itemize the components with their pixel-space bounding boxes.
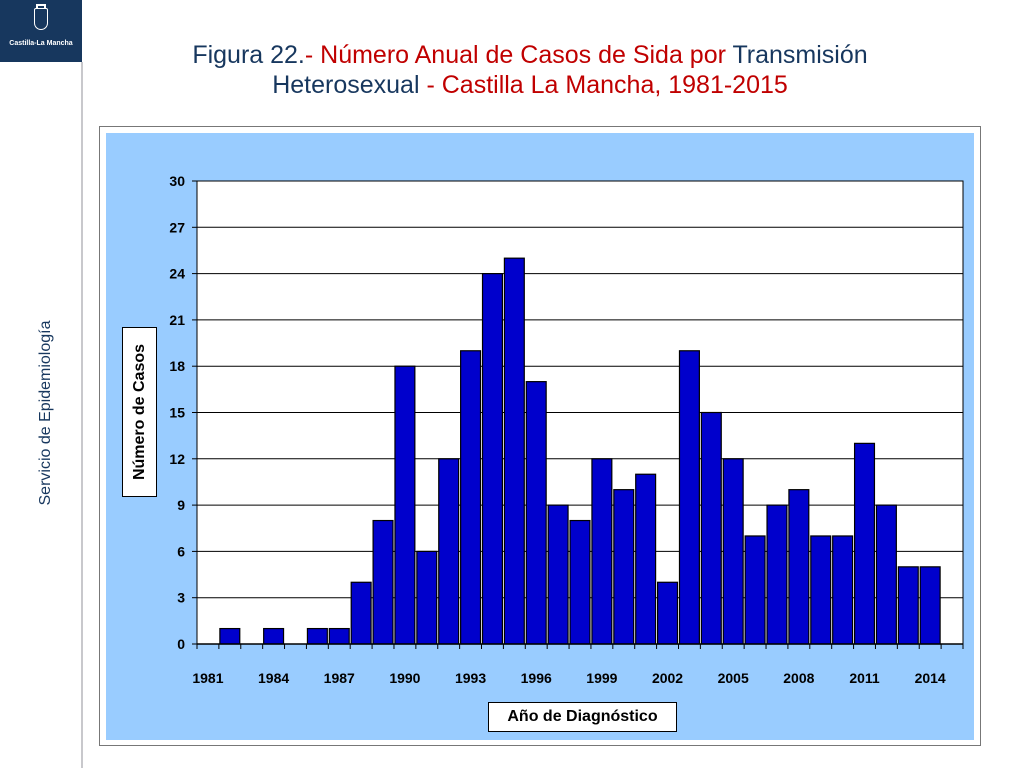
x-tick-label-1999: 1999: [586, 670, 617, 686]
x-tick-label-2005: 2005: [718, 670, 749, 686]
bar-1996: [526, 382, 546, 644]
bar-1986: [307, 629, 327, 644]
x-tick-label-1987: 1987: [324, 670, 355, 686]
bar-1992: [439, 459, 459, 644]
x-tick-label-1990: 1990: [389, 670, 420, 686]
y-tick-label: 27: [169, 219, 185, 235]
bar-1995: [504, 258, 524, 644]
bar-2000: [614, 490, 634, 644]
y-tick-label: 15: [169, 405, 185, 421]
bar-2003: [679, 351, 699, 644]
x-tick-label-1981: 1981: [192, 670, 223, 686]
y-tick-label: 18: [169, 358, 185, 374]
bar-2013: [898, 567, 918, 644]
y-tick-label: 12: [169, 451, 185, 467]
bar-1991: [417, 551, 437, 644]
bar-2008: [789, 490, 809, 644]
bar-1990: [395, 366, 415, 644]
y-tick-label: 6: [177, 543, 185, 559]
bar-1999: [592, 459, 612, 644]
bar-2014: [920, 567, 940, 644]
y-tick-label: 21: [169, 312, 185, 328]
x-tick-label-1993: 1993: [455, 670, 486, 686]
bar-2006: [745, 536, 765, 644]
bar-1982: [220, 629, 240, 644]
x-tick-label-2014: 2014: [915, 670, 946, 686]
y-axis-label: Número de Casos: [122, 327, 157, 497]
bar-2012: [876, 505, 896, 644]
y-tick-label: 9: [177, 497, 185, 513]
bar-2001: [636, 474, 656, 644]
bar-2011: [855, 443, 875, 644]
bar-1994: [483, 274, 503, 644]
bar-1998: [570, 521, 590, 644]
x-tick-label-1984: 1984: [258, 670, 289, 686]
y-tick-label: 0: [177, 636, 185, 652]
x-tick-label-1996: 1996: [521, 670, 552, 686]
bar-1987: [329, 629, 349, 644]
y-axis-label-text: Número de Casos: [131, 344, 149, 480]
x-tick-label-2002: 2002: [652, 670, 683, 686]
x-tick-label-2008: 2008: [783, 670, 814, 686]
bar-1997: [548, 505, 568, 644]
bar-2009: [811, 536, 831, 644]
bar-2002: [658, 582, 678, 644]
y-tick-label: 3: [177, 590, 185, 606]
bar-1984: [264, 629, 284, 644]
y-tick-label: 24: [169, 266, 185, 282]
bar-2004: [701, 413, 721, 645]
bar-1988: [351, 582, 371, 644]
bar-2007: [767, 505, 787, 644]
bar-2005: [723, 459, 743, 644]
bar-2010: [833, 536, 853, 644]
x-tick-label-2011: 2011: [849, 670, 880, 686]
bar-1989: [373, 521, 393, 644]
x-axis-label: Año de Diagnóstico: [488, 702, 677, 732]
y-tick-label: 30: [169, 173, 185, 189]
bar-1993: [461, 351, 481, 644]
